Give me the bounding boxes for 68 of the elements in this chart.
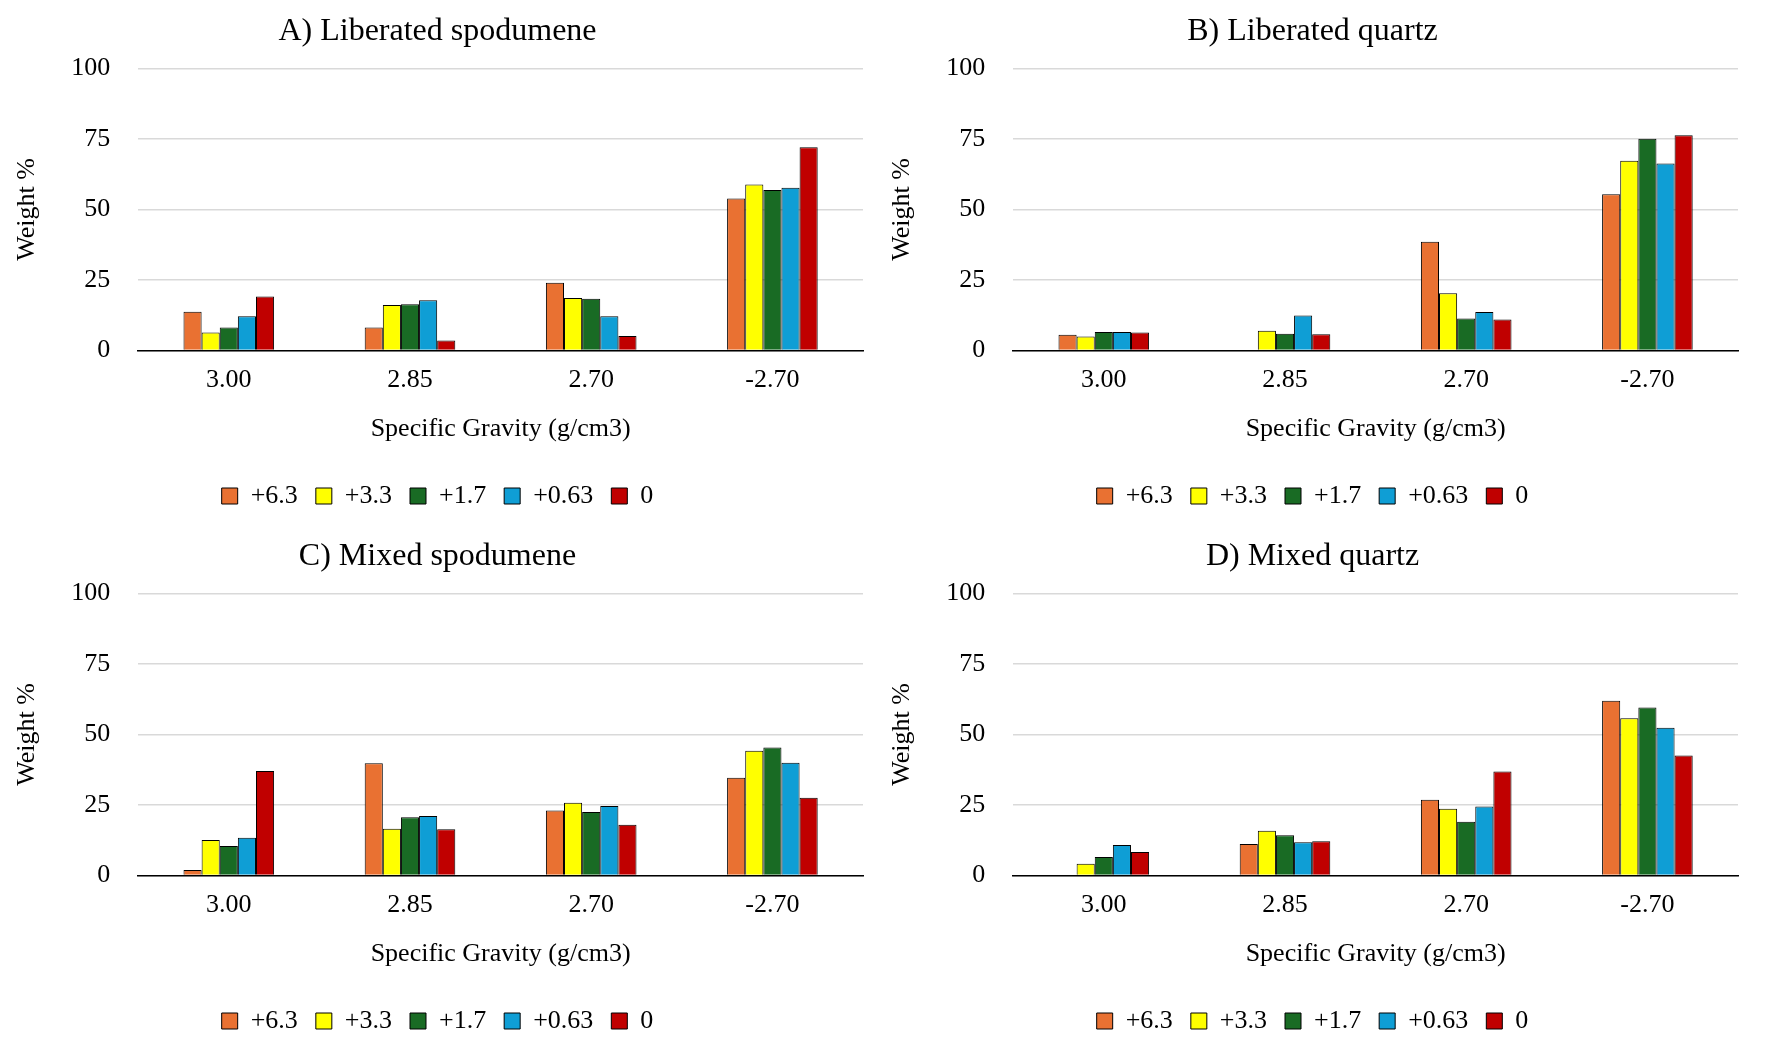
y-axis-title: Weight %: [11, 683, 41, 786]
y-tick-label: 25: [84, 788, 111, 818]
y-tick-label: 0: [972, 859, 986, 889]
x-tick-label: 2.85: [387, 889, 433, 919]
x-tick-label: -2.70: [745, 889, 800, 919]
legend-label: +1.7: [439, 1004, 487, 1034]
x-tick-label: 2.70: [568, 364, 614, 394]
legend-label: +6.3: [250, 479, 298, 509]
legend-label: 0: [1515, 479, 1529, 509]
legend-label: +6.3: [1125, 479, 1173, 509]
y-tick-label: 100: [71, 577, 111, 607]
y-tick-label: 50: [84, 718, 111, 748]
y-axis-title: Weight %: [886, 683, 916, 786]
y-tick-label: 75: [959, 647, 986, 677]
x-tick-label: 2.85: [1262, 364, 1308, 394]
y-tick-label: 100: [946, 577, 986, 607]
legend-label: +0.63: [533, 1004, 594, 1034]
x-tick-label: 3.00: [206, 889, 252, 919]
y-tick-label: 50: [959, 193, 986, 223]
legend-label: +0.63: [1408, 1004, 1469, 1034]
x-tick-label: 2.85: [1262, 889, 1308, 919]
x-tick-label: -2.70: [745, 364, 800, 394]
x-tick-label: 3.00: [1081, 364, 1127, 394]
x-tick-label: 2.85: [387, 364, 433, 394]
legend-label: +1.7: [439, 479, 487, 509]
chart-title: A) Liberated spodumene: [278, 10, 597, 47]
y-tick-label: 25: [959, 263, 986, 293]
legend-label: +0.63: [1408, 479, 1469, 509]
x-tick-label: 3.00: [206, 364, 252, 394]
y-tick-label: 0: [97, 859, 111, 889]
x-tick-label: 3.00: [1081, 889, 1127, 919]
legend-label: +1.7: [1314, 1004, 1362, 1034]
y-axis-title: Weight %: [886, 158, 916, 261]
x-axis-title: Specific Gravity (g/cm3): [370, 413, 631, 443]
x-tick-label: -2.70: [1620, 889, 1675, 919]
y-tick-label: 0: [972, 334, 986, 364]
y-tick-label: 75: [959, 122, 986, 152]
x-tick-label: 2.70: [1443, 364, 1489, 394]
y-tick-label: 25: [959, 788, 986, 818]
legend-label: 0: [640, 1004, 654, 1034]
y-tick-label: 75: [84, 647, 111, 677]
legend-label: +3.3: [1219, 479, 1268, 509]
y-tick-label: 100: [946, 52, 986, 82]
legend-label: +3.3: [344, 479, 393, 509]
x-tick-label: -2.70: [1620, 364, 1675, 394]
x-tick-label: 2.70: [568, 889, 614, 919]
y-tick-label: 50: [959, 718, 986, 748]
x-axis-title: Specific Gravity (g/cm3): [1245, 938, 1506, 968]
y-tick-label: 50: [84, 193, 111, 223]
legend-label: +3.3: [1219, 1004, 1268, 1034]
x-axis-title: Specific Gravity (g/cm3): [370, 938, 631, 968]
x-tick-label: 2.70: [1443, 889, 1489, 919]
x-axis-title: Specific Gravity (g/cm3): [1245, 413, 1506, 443]
chart-title: D) Mixed quartz: [1205, 535, 1420, 572]
y-axis-title: Weight %: [11, 158, 41, 261]
y-tick-label: 25: [84, 263, 111, 293]
legend-label: 0: [640, 479, 654, 509]
legend-label: +6.3: [1125, 1004, 1173, 1034]
chart-title: B) Liberated quartz: [1187, 10, 1438, 47]
legend-label: 0: [1515, 1004, 1529, 1034]
y-tick-label: 0: [97, 334, 111, 364]
y-tick-label: 75: [84, 122, 111, 152]
y-tick-label: 100: [71, 52, 111, 82]
legend-label: +0.63: [533, 479, 594, 509]
chart-title: C) Mixed spodumene: [298, 535, 577, 572]
legend-label: +3.3: [344, 1004, 393, 1034]
legend-label: +1.7: [1314, 479, 1362, 509]
legend-label: +6.3: [250, 1004, 298, 1034]
